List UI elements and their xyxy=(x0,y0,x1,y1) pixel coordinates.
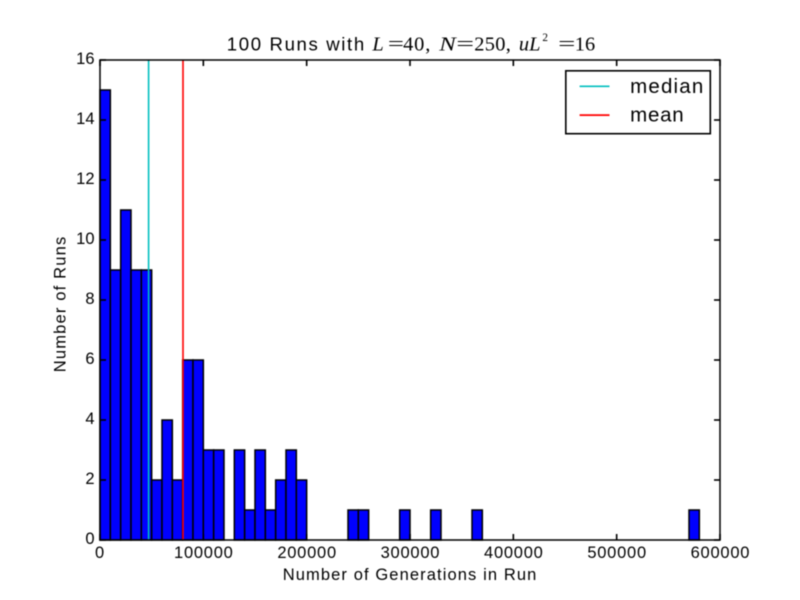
svg-text:16: 16 xyxy=(76,50,94,68)
svg-text:2: 2 xyxy=(542,32,548,44)
svg-text:=: = xyxy=(388,33,404,55)
svg-text:4: 4 xyxy=(85,410,94,428)
svg-text:=: = xyxy=(558,32,575,55)
svg-text:6: 6 xyxy=(85,350,94,368)
svg-text:300000: 300000 xyxy=(381,544,441,562)
svg-text:2: 2 xyxy=(85,470,94,488)
svg-text:100000: 100000 xyxy=(174,544,234,562)
svg-text:40,: 40, xyxy=(403,34,430,56)
svg-text:0: 0 xyxy=(95,544,105,562)
svg-text:0: 0 xyxy=(85,530,94,548)
svg-text:L: L xyxy=(371,33,383,55)
svg-text:N: N xyxy=(438,33,457,55)
svg-text:=: = xyxy=(456,32,474,55)
svg-text:median: median xyxy=(630,75,703,98)
svg-text:16: 16 xyxy=(575,34,596,56)
svg-text:200000: 200000 xyxy=(277,544,337,562)
svg-text:400000: 400000 xyxy=(484,544,544,562)
svg-text:12: 12 xyxy=(76,170,94,188)
svg-text:600000: 600000 xyxy=(691,544,751,562)
svg-text:14: 14 xyxy=(76,110,94,128)
svg-text:8: 8 xyxy=(85,290,94,308)
svg-text:Number of Generations in Run: Number of Generations in Run xyxy=(283,566,537,584)
svg-text:10: 10 xyxy=(76,230,94,248)
svg-text:250,: 250, xyxy=(474,34,511,56)
svg-text:mean: mean xyxy=(630,104,684,127)
svg-text:uL: uL xyxy=(519,33,541,55)
svg-text:500000: 500000 xyxy=(587,544,647,562)
svg-text:Number of Runs: Number of Runs xyxy=(52,237,70,373)
